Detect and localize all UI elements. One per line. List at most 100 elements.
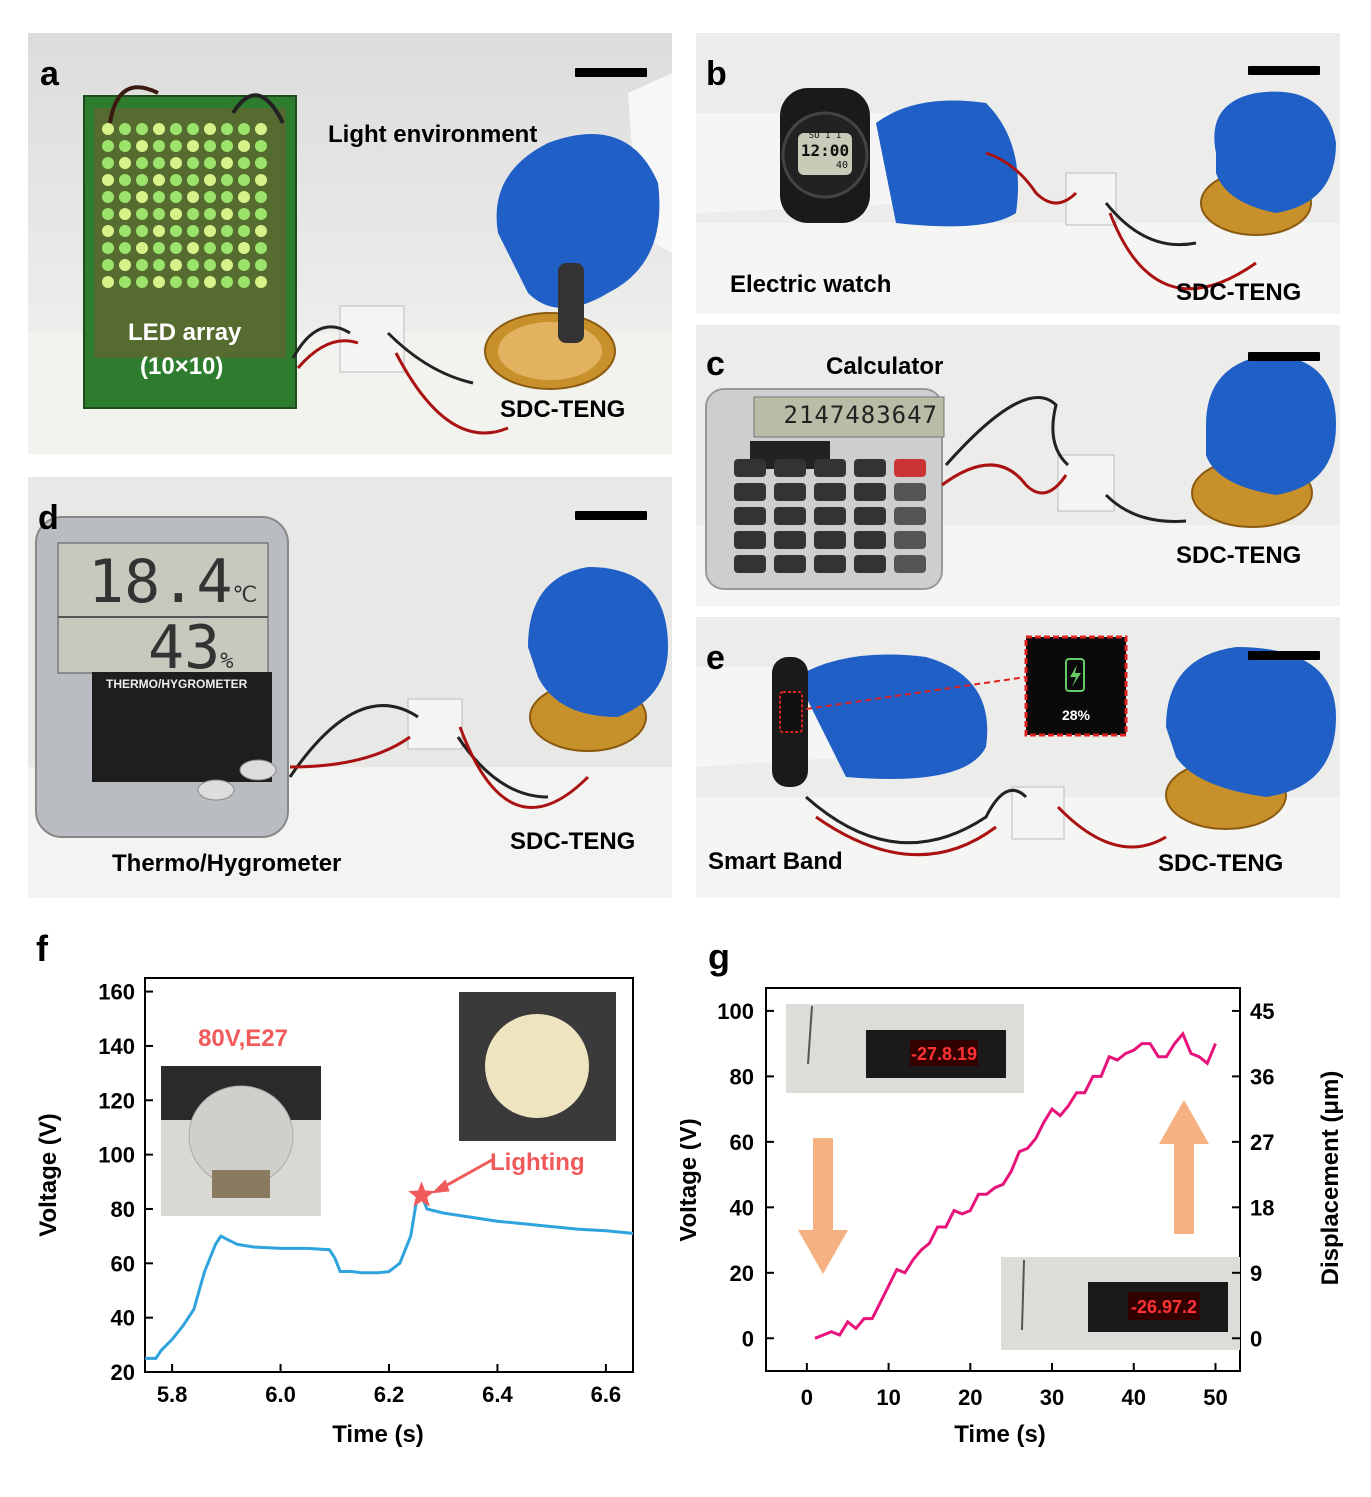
led: [136, 191, 148, 203]
x-tick-label: 0: [801, 1385, 813, 1410]
y-tick-label: 40: [111, 1306, 135, 1331]
led: [102, 191, 114, 203]
led-array-size-caption: (10×10): [140, 353, 224, 380]
y-tick-label: 160: [98, 980, 135, 1005]
led: [187, 242, 199, 254]
led: [221, 225, 233, 237]
led: [170, 157, 182, 169]
arrow-down-icon: [798, 1138, 848, 1274]
led: [255, 140, 267, 152]
led: [119, 242, 131, 254]
led-array-caption: LED array: [128, 319, 242, 346]
led: [153, 140, 165, 152]
led: [221, 242, 233, 254]
panel-g-label: g: [708, 936, 730, 977]
photo-calculator: [696, 325, 1340, 606]
watch-day: SU 1 1: [808, 131, 842, 141]
panel-a: a Light environment LED array (10×10) SD…: [28, 33, 672, 454]
scale-bar: [1248, 651, 1320, 660]
sdc-teng-caption: SDC-TENG: [1176, 542, 1302, 569]
led: [153, 208, 165, 220]
calc-key: [734, 555, 766, 573]
y-tick-label: 80: [111, 1197, 135, 1222]
photo-smart-band: [696, 617, 1340, 898]
y-axis-title: Voltage (V): [35, 1113, 62, 1237]
panel-d: 18.4℃ 43% THERMO/HYGROMETER d Thermo/Hyg…: [28, 477, 672, 898]
calc-key: [854, 459, 886, 477]
display-end-value: -26.97.2: [1131, 1297, 1197, 1317]
led: [102, 208, 114, 220]
humidity-readout: 43%: [148, 613, 234, 683]
panel-c: 2147483647 c Calculator SDC-TENG: [696, 325, 1340, 606]
led: [238, 191, 250, 203]
calc-key: [894, 531, 926, 549]
temperature-readout: 18.4℃: [88, 547, 257, 617]
led: [153, 174, 165, 186]
led: [153, 157, 165, 169]
led: [170, 225, 182, 237]
led: [102, 123, 114, 135]
panel-f-label: f: [36, 928, 48, 969]
chart-f: 80V,E27 Voltage (V) Time (s) 5.8 6.0 6.2 6.…: [35, 977, 634, 1448]
x-tick-label: 10: [876, 1385, 900, 1410]
photo-electric-watch: [696, 33, 1340, 314]
calc-key: [814, 483, 846, 501]
led: [238, 174, 250, 186]
led: [119, 140, 131, 152]
led: [255, 174, 267, 186]
led: [238, 157, 250, 169]
led: [170, 242, 182, 254]
led: [136, 259, 148, 271]
y-right-tick-label: 45: [1250, 999, 1274, 1024]
calc-key: [774, 483, 806, 501]
y-tick-label: 60: [111, 1251, 135, 1276]
calc-key: [774, 507, 806, 525]
watch-display: SU 1 1 12:00 40: [798, 131, 852, 171]
led: [221, 259, 233, 271]
smart-band-caption: Smart Band: [708, 848, 843, 875]
led: [170, 174, 182, 186]
humidity-value: 43: [148, 613, 221, 683]
led: [136, 174, 148, 186]
led: [170, 123, 182, 135]
led: [153, 123, 165, 135]
inset-bulb-off: [161, 1066, 321, 1216]
led: [238, 140, 250, 152]
led: [204, 208, 216, 220]
panel-b: SU 1 1 12:00 40 b Electric watch SDC-TEN…: [696, 33, 1340, 314]
led: [204, 157, 216, 169]
scale-bar: [575, 511, 647, 520]
chart-g: -27.8.19 -26.97.2 Voltage (V) Displaceme…: [680, 987, 1344, 1448]
led: [119, 259, 131, 271]
temperature-unit: ℃: [232, 583, 258, 608]
panel-b-label: b: [706, 55, 727, 93]
led: [238, 259, 250, 271]
led: [153, 225, 165, 237]
led: [238, 123, 250, 135]
led: [170, 140, 182, 152]
led: [204, 276, 216, 288]
led: [221, 140, 233, 152]
x-tick-label: 20: [958, 1385, 982, 1410]
panel-e: 28% e Smart Band SDC-TENG: [696, 617, 1340, 898]
led: [170, 191, 182, 203]
scale-bar: [1248, 66, 1320, 75]
scale-bar: [1248, 352, 1320, 361]
x-tick-label: 30: [1040, 1385, 1064, 1410]
led: [255, 225, 267, 237]
led: [255, 191, 267, 203]
led: [102, 174, 114, 186]
calc-key: [774, 531, 806, 549]
display-start-value: -27.8.19: [911, 1044, 977, 1064]
thermo-hygrometer-caption: Thermo/Hygrometer: [112, 850, 342, 877]
led: [102, 225, 114, 237]
lighting-annotation: Lighting: [490, 1149, 585, 1176]
calc-key: [734, 459, 766, 477]
arrowhead-icon: [431, 1179, 450, 1194]
led: [119, 276, 131, 288]
calc-key: [894, 483, 926, 501]
led: [221, 208, 233, 220]
led: [119, 191, 131, 203]
x-tick-label: 6.6: [591, 1382, 622, 1407]
x-tick-label: 5.8: [157, 1382, 188, 1407]
